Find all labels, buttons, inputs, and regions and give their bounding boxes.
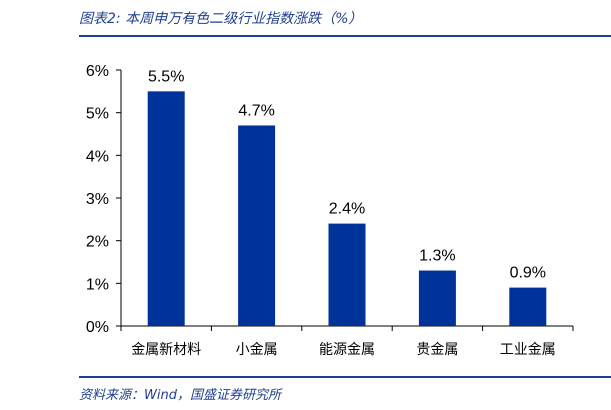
x-category-label: 能源金属 bbox=[319, 342, 375, 358]
data-label: 1.3% bbox=[419, 248, 455, 265]
source-rule bbox=[79, 376, 611, 378]
bar bbox=[147, 91, 185, 326]
y-tick-label: 3% bbox=[86, 191, 109, 208]
x-category-label: 贵金属 bbox=[416, 342, 458, 358]
x-category-label: 小金属 bbox=[236, 342, 278, 358]
title-rule bbox=[79, 35, 611, 37]
data-label: 2.4% bbox=[329, 201, 365, 218]
chart-axes: 0% 1% 2% 3% 4% 5% 6% bbox=[86, 63, 574, 336]
bar bbox=[238, 125, 276, 326]
bar bbox=[328, 223, 366, 326]
x-category-label: 工业金属 bbox=[500, 342, 556, 358]
bar bbox=[509, 287, 547, 326]
bar bbox=[418, 270, 456, 326]
x-category-label: 金属新材料 bbox=[131, 342, 201, 358]
y-tick-label: 1% bbox=[86, 276, 109, 293]
data-label: 4.7% bbox=[238, 102, 274, 119]
data-label: 5.5% bbox=[148, 68, 184, 85]
chart-bars bbox=[147, 91, 547, 326]
y-tick-label: 2% bbox=[86, 234, 109, 251]
y-tick-label: 5% bbox=[86, 106, 109, 123]
y-tick-label: 0% bbox=[86, 319, 109, 336]
y-tick-label: 4% bbox=[86, 148, 109, 165]
figure-title: 图表2: 本周申万有色二级行业指数涨跌（%） bbox=[79, 11, 363, 27]
data-label: 0.9% bbox=[510, 265, 546, 282]
chart-labels: 5.5% 金属新材料 4.7% 小金属 2.4% 能源金属 1.3% 贵金属 0.9% 工业金属 bbox=[131, 68, 556, 358]
source-note: 资料来源：Wind，国盛证券研究所 bbox=[79, 388, 281, 403]
y-tick-label: 6% bbox=[86, 63, 109, 80]
